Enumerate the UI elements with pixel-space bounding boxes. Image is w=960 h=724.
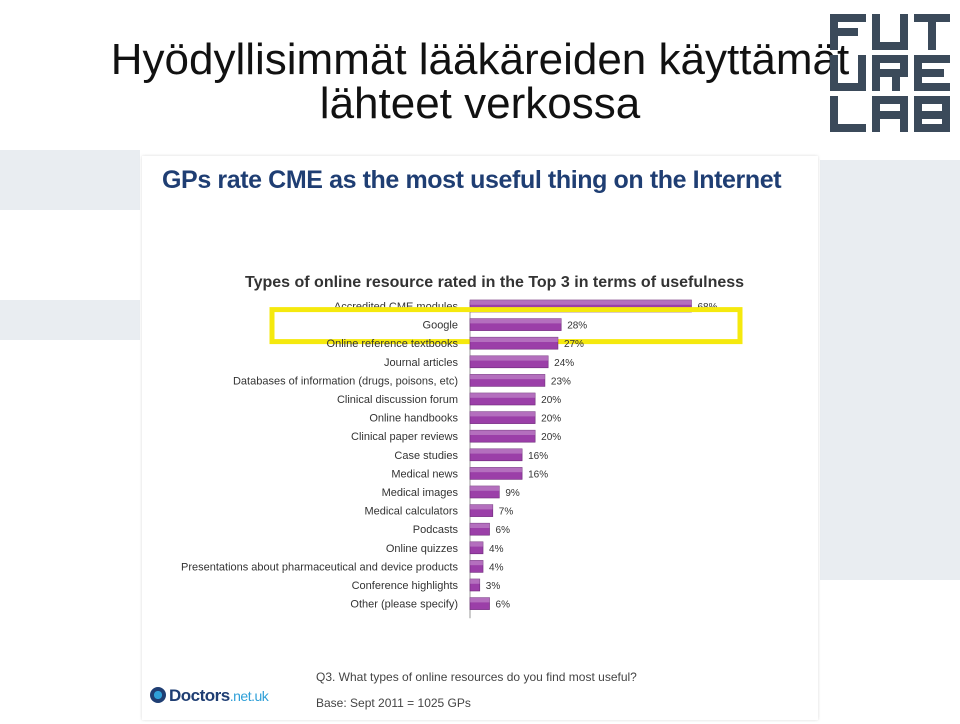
bar-highlight <box>470 579 480 584</box>
bar-highlight <box>470 448 523 454</box>
bar-highlight <box>470 523 490 528</box>
bar <box>469 411 536 424</box>
category-label: Other (please specify) <box>350 599 458 611</box>
bar <box>469 485 500 499</box>
bar <box>469 429 536 443</box>
bar <box>469 578 481 592</box>
value-label: 6% <box>496 600 511 611</box>
value-label: 9% <box>505 488 520 499</box>
bar <box>469 448 523 462</box>
value-label: 6% <box>496 525 511 536</box>
category-label: Conference highlights <box>352 580 459 592</box>
value-label: 4% <box>489 544 504 555</box>
bar <box>469 467 523 480</box>
chart-headline: GPs rate CME as the most useful thing on… <box>162 166 782 194</box>
slide-title: Hyödyllisimmät lääkäreiden käyttämät läh… <box>0 38 960 126</box>
bar-chart: Types of online resource rated in the To… <box>181 274 744 619</box>
source-logo-name: Doctors <box>169 686 230 705</box>
value-label: 28% <box>567 321 587 332</box>
background-shape <box>0 150 140 210</box>
bar-highlight <box>470 504 493 510</box>
bar-highlight <box>470 467 523 473</box>
category-label: Clinical discussion forum <box>337 394 458 406</box>
value-label: 16% <box>528 451 548 462</box>
bar <box>469 355 549 369</box>
value-label: 23% <box>551 376 571 387</box>
category-label: Clinical paper reviews <box>351 431 458 443</box>
bar-highlight <box>470 355 549 361</box>
source-logo-tld: .net.uk <box>229 688 269 704</box>
category-label: Presentations about pharmaceutical and d… <box>181 561 459 573</box>
value-label: 4% <box>489 562 504 573</box>
value-label: 20% <box>541 414 561 425</box>
bar-highlight <box>470 560 484 566</box>
value-label: 20% <box>541 395 561 406</box>
futurelab-logo <box>830 14 950 132</box>
bar <box>469 392 536 406</box>
bar <box>469 504 494 517</box>
value-label: 7% <box>499 507 514 518</box>
bar <box>469 318 562 331</box>
bar <box>469 597 490 610</box>
bar-highlight <box>470 430 536 435</box>
category-label: Online handbooks <box>369 413 458 425</box>
value-label: 24% <box>554 358 574 369</box>
chart-title: Types of online resource rated in the To… <box>245 274 744 291</box>
chart-panel: GPs rate CME as the most useful thing on… <box>142 156 818 720</box>
value-label: 3% <box>486 581 501 592</box>
source-logo: Doctors.net.uk <box>150 686 269 706</box>
category-label: Online quizzes <box>386 543 459 555</box>
category-label: Medical calculators <box>364 506 458 518</box>
category-label: Case studies <box>394 450 458 462</box>
value-label: 27% <box>564 339 584 350</box>
category-label: Online reference textbooks <box>327 338 459 350</box>
bar <box>469 560 484 573</box>
background-shape <box>0 300 140 340</box>
category-label: Medical news <box>391 468 458 480</box>
bar-highlight <box>470 411 536 417</box>
slide-title-line1: Hyödyllisimmät lääkäreiden käyttämät <box>110 35 850 84</box>
survey-base: Base: Sept 2011 = 1025 GPs <box>316 696 471 710</box>
bar-highlight <box>470 374 545 380</box>
doctors-net-logo-icon <box>150 687 166 703</box>
category-label: Journal articles <box>384 357 458 369</box>
bar <box>469 541 484 555</box>
value-label: 16% <box>528 469 548 480</box>
value-label: 20% <box>541 432 561 443</box>
category-label: Google <box>423 320 458 332</box>
bar-highlight <box>470 486 500 491</box>
bar-highlight <box>470 300 692 305</box>
category-label: Databases of information (drugs, poisons… <box>233 375 458 387</box>
bar-highlight <box>470 318 562 324</box>
slide-title-line2: lähteet verkossa <box>319 79 641 128</box>
category-label: Medical images <box>382 487 459 499</box>
bar-highlight <box>470 393 536 398</box>
bar <box>469 374 546 387</box>
background-shape <box>820 160 960 580</box>
bar-highlight <box>470 541 484 547</box>
survey-question: Q3. What types of online resources do yo… <box>316 670 637 684</box>
bar-highlight <box>470 597 490 603</box>
bar <box>469 522 490 536</box>
bar <box>469 336 559 350</box>
bar-highlight <box>470 337 558 342</box>
category-label: Podcasts <box>413 524 459 536</box>
